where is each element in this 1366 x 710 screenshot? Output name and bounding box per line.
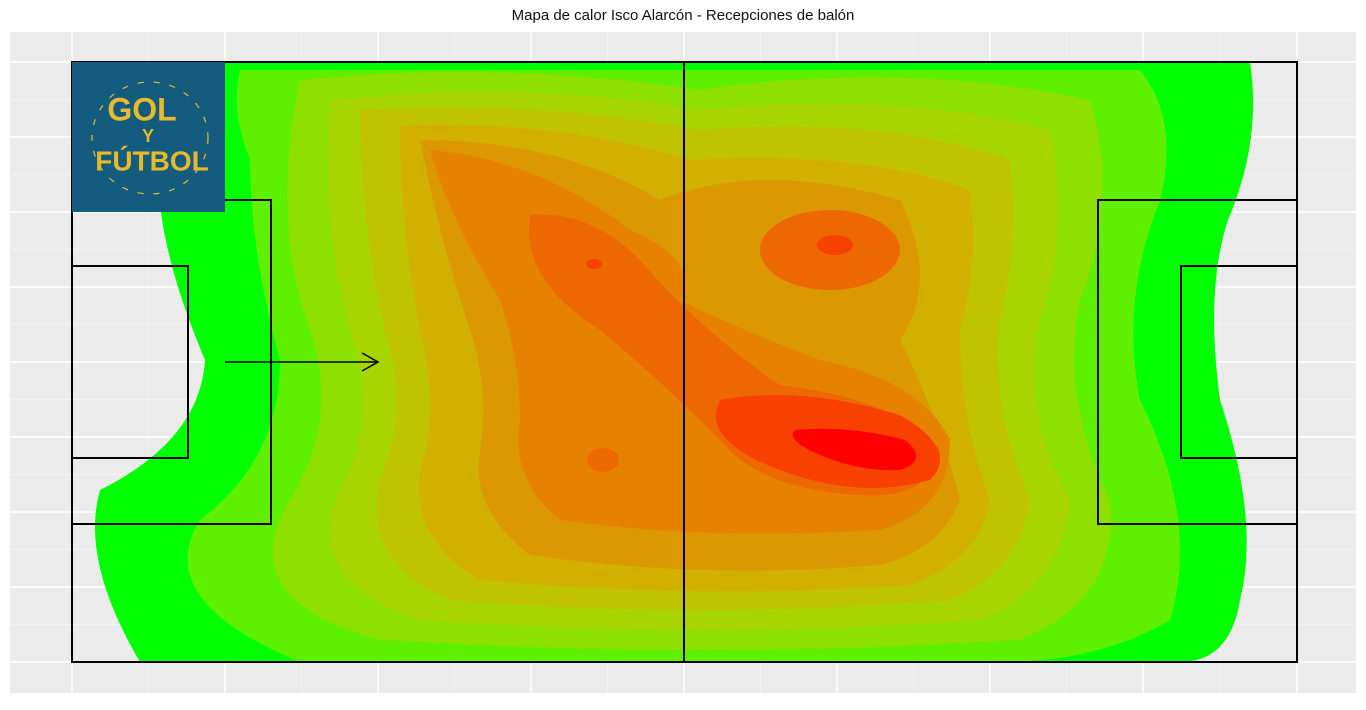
logo-text: Y	[142, 126, 154, 146]
logo-ring	[91, 81, 209, 195]
chart-title: Mapa de calor Isco Alarcón - Recepciones…	[512, 7, 855, 24]
arrow-head	[361, 352, 380, 372]
logo-text: GOL	[107, 91, 176, 127]
logo-text: FÚTBOL	[95, 145, 209, 176]
logo-background	[72, 62, 225, 212]
density-level	[586, 259, 602, 269]
six-yard-box	[1180, 265, 1298, 459]
six-yard-box	[71, 265, 189, 459]
density-level	[587, 448, 619, 472]
density-level	[792, 428, 917, 471]
density-level	[817, 235, 853, 255]
logo: GOL Y FÚTBOL	[72, 62, 225, 212]
